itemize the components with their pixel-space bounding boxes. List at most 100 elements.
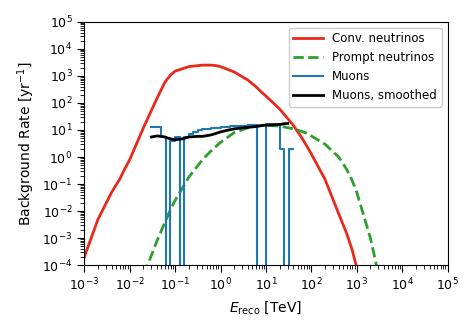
Muons, smoothed	[253, 124, 259, 128]
Muons	[163, 290, 169, 294]
Prompt neutrinos	[322, 142, 328, 146]
Muons, smoothed	[239, 126, 245, 130]
Prompt neutrinos	[344, 167, 349, 171]
Muons, smoothed	[200, 134, 205, 138]
Conv. neutrinos	[117, 177, 122, 181]
Conv. neutrinos	[336, 212, 342, 216]
Conv. neutrinos	[299, 135, 304, 139]
Muons, smoothed	[148, 135, 154, 139]
Muons	[200, 127, 205, 131]
Muons	[204, 127, 210, 131]
Line: Muons: Muons	[151, 124, 293, 292]
Prompt neutrinos	[304, 131, 310, 135]
Muons, smoothed	[165, 136, 171, 140]
Conv. neutrinos	[322, 177, 328, 181]
Muons, smoothed	[186, 135, 191, 139]
Muons, smoothed	[218, 130, 223, 134]
Muons	[291, 147, 296, 151]
Muons, smoothed	[281, 122, 287, 126]
Conv. neutrinos	[263, 94, 269, 98]
Muons, smoothed	[259, 124, 264, 128]
Prompt neutrinos	[172, 198, 178, 202]
Muons	[240, 124, 246, 128]
Conv. neutrinos	[208, 63, 213, 67]
Muons, smoothed	[204, 134, 210, 138]
Line: Prompt neutrinos: Prompt neutrinos	[84, 125, 447, 331]
Prompt neutrinos	[208, 150, 213, 154]
Conv. neutrinos	[172, 69, 178, 73]
Muons, smoothed	[162, 135, 168, 139]
Conv. neutrinos	[140, 126, 146, 130]
Conv. neutrinos	[259, 90, 264, 94]
Prompt neutrinos	[309, 134, 314, 138]
Muons, smoothed	[216, 131, 221, 135]
Muons, smoothed	[277, 122, 283, 126]
Conv. neutrinos	[213, 64, 219, 68]
Conv. neutrinos	[367, 325, 373, 329]
Conv. neutrinos	[309, 152, 314, 156]
Prompt neutrinos	[277, 124, 283, 128]
Muons, smoothed	[180, 137, 186, 141]
Conv. neutrinos	[218, 65, 223, 69]
Prompt neutrinos	[200, 158, 205, 162]
Muons, smoothed	[172, 138, 178, 142]
Y-axis label: Background Rate [yr$^{-1}$]: Background Rate [yr$^{-1}$]	[15, 61, 36, 226]
Conv. neutrinos	[186, 65, 191, 69]
Muons, smoothed	[267, 123, 273, 127]
Muons, smoothed	[271, 123, 277, 127]
Conv. neutrinos	[253, 85, 259, 89]
Muons, smoothed	[168, 137, 173, 141]
Prompt neutrinos	[263, 123, 269, 127]
Prompt neutrinos	[231, 131, 237, 135]
Line: Conv. neutrinos: Conv. neutrinos	[84, 65, 447, 331]
Muons, smoothed	[256, 124, 262, 128]
Prompt neutrinos	[154, 239, 160, 243]
Conv. neutrinos	[277, 107, 283, 111]
Conv. neutrinos	[162, 80, 168, 84]
Conv. neutrinos	[168, 73, 173, 77]
Conv. neutrinos	[200, 63, 205, 67]
Muons, smoothed	[213, 131, 219, 135]
Muons, smoothed	[261, 123, 267, 127]
Conv. neutrinos	[354, 266, 360, 270]
Prompt neutrinos	[367, 236, 373, 240]
Muons	[191, 130, 196, 134]
Conv. neutrinos	[245, 78, 251, 82]
Muons, smoothed	[194, 134, 200, 138]
Conv. neutrinos	[291, 123, 296, 127]
Prompt neutrinos	[291, 127, 296, 131]
Muons, smoothed	[231, 127, 237, 131]
Prompt neutrinos	[299, 129, 304, 133]
Prompt neutrinos	[218, 140, 223, 144]
Prompt neutrinos	[140, 274, 146, 278]
Conv. neutrinos	[95, 217, 101, 221]
Prompt neutrinos	[336, 155, 342, 159]
Conv. neutrinos	[109, 190, 115, 194]
Muons, smoothed	[176, 137, 182, 141]
Prompt neutrinos	[168, 207, 173, 211]
Prompt neutrinos	[259, 124, 264, 128]
Muons, smoothed	[249, 125, 255, 129]
Muons, smoothed	[226, 128, 231, 132]
Conv. neutrinos	[154, 96, 160, 100]
Muons, smoothed	[263, 123, 269, 127]
Muons	[148, 125, 154, 129]
Conv. neutrinos	[349, 249, 355, 253]
Muons, smoothed	[154, 134, 160, 138]
Legend: Conv. neutrinos, Prompt neutrinos, Muons, Muons, smoothed: Conv. neutrinos, Prompt neutrinos, Muons…	[289, 28, 442, 107]
Conv. neutrinos	[344, 231, 349, 235]
Conv. neutrinos	[127, 158, 133, 162]
Muons, smoothed	[208, 133, 213, 137]
Muons, smoothed	[152, 134, 157, 138]
Conv. neutrinos	[82, 255, 87, 259]
Muons, smoothed	[159, 134, 164, 138]
Conv. neutrinos	[231, 70, 237, 74]
Prompt neutrinos	[213, 144, 219, 148]
Prompt neutrinos	[354, 190, 360, 194]
Muons	[195, 128, 201, 132]
Muons, smoothed	[210, 132, 216, 136]
Muons, smoothed	[170, 137, 176, 141]
X-axis label: $E_\mathrm{reco}$ [TeV]: $E_\mathrm{reco}$ [TeV]	[229, 299, 302, 316]
Line: Muons, smoothed: Muons, smoothed	[151, 123, 288, 140]
Muons, smoothed	[285, 121, 291, 125]
